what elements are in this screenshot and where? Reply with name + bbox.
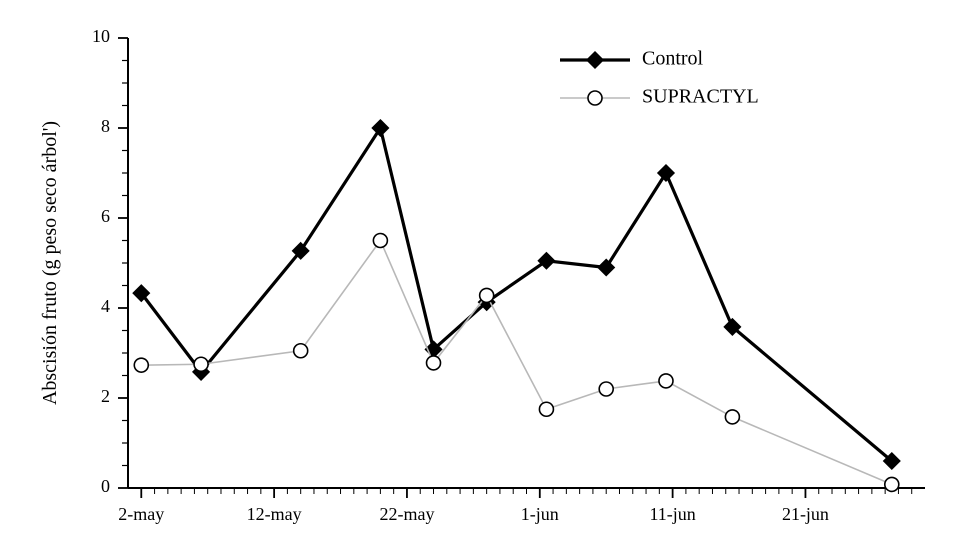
marker-circle bbox=[294, 344, 308, 358]
marker-circle bbox=[194, 357, 208, 371]
legend-label: SUPRACTYL bbox=[642, 86, 759, 108]
y-tick-label: 0 bbox=[101, 476, 110, 496]
chart-svg: 0 2 4 6 8 10 2-may 12-may 22-may 1-jun 11-jun 21-ju… bbox=[0, 0, 980, 560]
y-axis-label: Abscisión fruto (g peso seco árbol') bbox=[39, 121, 61, 405]
x-tick-label: 22-may bbox=[379, 504, 434, 524]
y-tick-label: 10 bbox=[92, 26, 110, 46]
x-tick-label: 1-jun bbox=[521, 504, 559, 524]
marker-circle bbox=[885, 477, 899, 491]
y-tick-label: 4 bbox=[101, 296, 110, 316]
y-tick-label: 2 bbox=[101, 386, 110, 406]
marker-circle bbox=[373, 234, 387, 248]
legend-label: Control bbox=[642, 48, 704, 70]
marker-circle bbox=[480, 288, 494, 302]
marker-circle bbox=[725, 410, 739, 424]
x-tick-label: 21-jun bbox=[782, 504, 829, 524]
x-tick-label: 2-may bbox=[118, 504, 164, 524]
marker-circle bbox=[539, 402, 553, 416]
y-tick-label: 8 bbox=[101, 116, 110, 136]
marker-circle bbox=[134, 358, 148, 372]
y-tick-label: 6 bbox=[101, 206, 110, 226]
x-tick-label: 12-may bbox=[247, 504, 302, 524]
marker-circle bbox=[659, 374, 673, 388]
legend-marker bbox=[588, 91, 602, 105]
marker-circle bbox=[599, 382, 613, 396]
marker-circle bbox=[427, 356, 441, 370]
x-tick-label: 11-jun bbox=[649, 504, 695, 524]
abscission-chart: 0 2 4 6 8 10 2-may 12-may 22-may 1-jun 11-jun 21-ju… bbox=[0, 0, 980, 560]
